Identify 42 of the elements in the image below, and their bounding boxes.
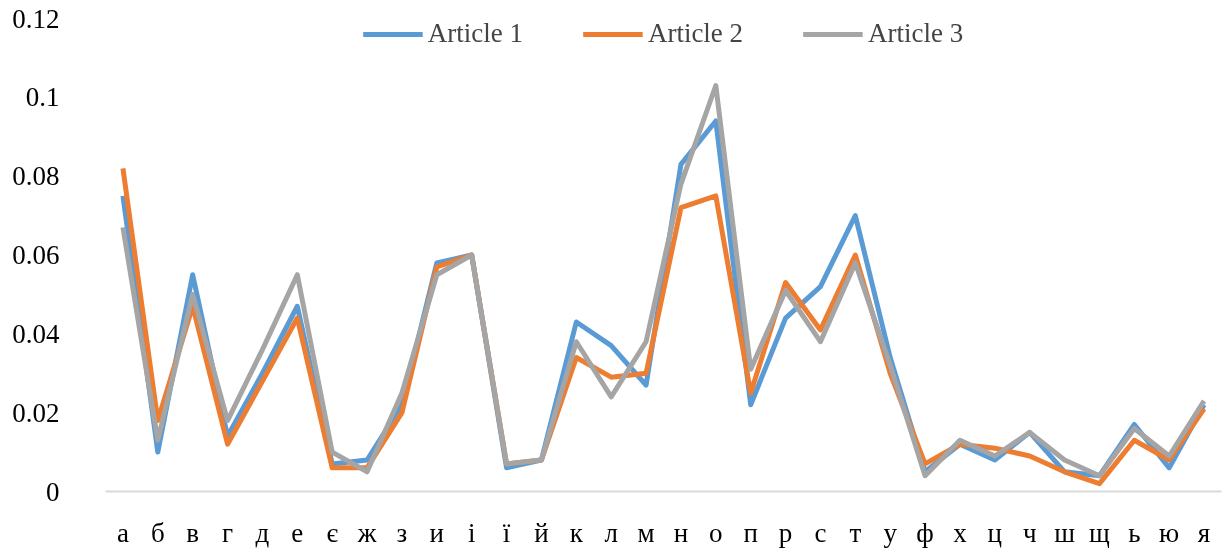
x-tick-label: й [534, 517, 549, 548]
x-tick-label: п [743, 517, 758, 548]
y-tick-label: 0 [46, 476, 60, 507]
legend-label: Article 1 [427, 18, 523, 49]
y-tick-label: 0.02 [12, 397, 60, 428]
legend-label: Article 3 [868, 18, 964, 49]
x-tick-label: ц [987, 517, 1003, 548]
x-tick-label: о [709, 517, 723, 548]
x-tick-label: у [883, 517, 898, 548]
x-tick-label: е [291, 517, 304, 548]
x-tick-label: к [569, 517, 584, 548]
y-tick-label: 0.04 [12, 318, 60, 349]
legend-label: Article 2 [647, 18, 744, 49]
x-tick-label: ю [1159, 517, 1180, 548]
x-tick-label: ф [916, 517, 934, 548]
y-tick-label: 0.1 [25, 82, 60, 113]
x-tick-label: а [116, 517, 129, 548]
x-tick-label: р [778, 517, 793, 548]
x-tick-label: ь [1128, 517, 1141, 548]
x-tick-label: т [849, 517, 862, 548]
x-tick-label: є [326, 517, 339, 548]
x-tick-label: і [467, 517, 476, 548]
x-tick-label: ї [502, 517, 511, 548]
x-tick-label: ш [1054, 517, 1076, 548]
y-tick-label: 0.12 [12, 3, 60, 34]
x-tick-label: ж [356, 517, 377, 548]
x-tick-label: в [186, 517, 200, 548]
x-tick-label: г [222, 517, 234, 548]
x-tick-label: х [953, 517, 968, 548]
x-tick-label: н [673, 517, 689, 548]
x-tick-label: и [429, 517, 445, 548]
x-tick-label: с [814, 517, 827, 548]
x-tick-label: л [604, 517, 618, 548]
x-tick-label: б [150, 517, 165, 548]
x-tick-label: д [255, 517, 270, 548]
x-tick-label: я [1197, 517, 1211, 548]
x-tick-label: м [637, 517, 655, 548]
y-tick-label: 0.06 [12, 240, 60, 270]
y-tick-label: 0.08 [12, 161, 60, 192]
x-tick-label: з [396, 517, 408, 548]
x-tick-label: щ [1089, 517, 1111, 548]
x-tick-label: ч [1022, 517, 1037, 548]
